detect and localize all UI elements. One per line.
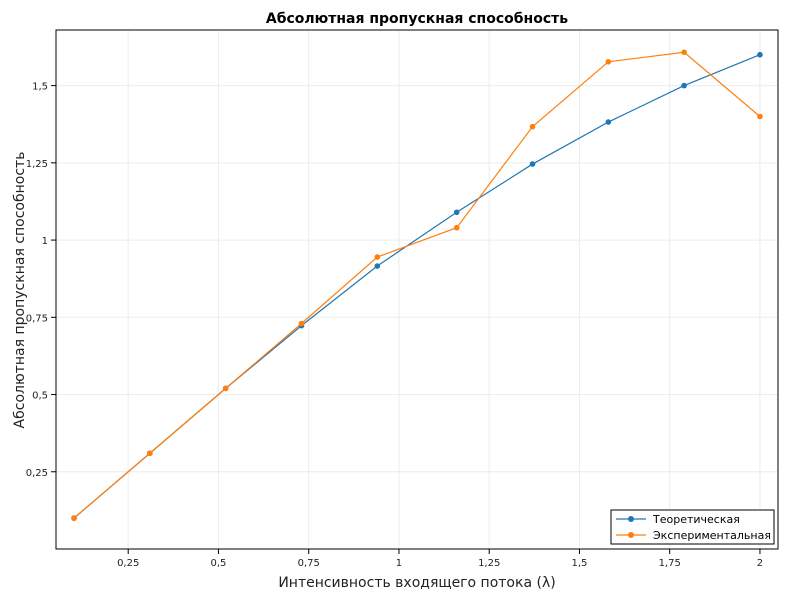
data-point-experimental	[681, 49, 687, 56]
data-point-theoretical	[374, 263, 381, 269]
tick-labels: 0,25 0,5 0,75 1 1,25 1,5 1,75 2 0,25 0,5 0,75 1 1,25…	[26, 82, 763, 569]
y-tick-label: 1	[42, 236, 48, 247]
y-tick-label: 0,75	[26, 313, 48, 324]
plot-background	[56, 30, 778, 549]
x-tick-label: 0,5	[210, 558, 226, 569]
x-tick-label: 1,25	[478, 558, 500, 569]
axes	[51, 29, 779, 554]
x-tick-label: 1,5	[571, 558, 587, 569]
data-point-experimental	[298, 320, 305, 327]
x-axis-label: Интенсивность входящего потока (λ)	[278, 575, 555, 591]
data-point-experimental	[147, 450, 153, 457]
series-layer	[71, 49, 763, 521]
x-tick-label: 0,25	[117, 558, 139, 569]
data-point-theoretical	[605, 119, 612, 125]
legend: Теоретическая Экспериментальная	[610, 509, 775, 545]
x-tick-label: 2	[757, 558, 763, 569]
grid	[56, 30, 778, 549]
data-point-experimental	[222, 385, 229, 392]
y-tick-label: 1,5	[32, 82, 48, 93]
series-line-experimental	[73, 51, 761, 519]
plot-area: 0,25 0,5 0,75 1 1,25 1,5 1,75 2 0,25 0,5 0,75 1 1,25…	[26, 29, 779, 569]
legend-label-experimental: Экспериментальная	[653, 529, 771, 542]
legend-swatch-experimental-marker	[628, 532, 634, 538]
data-point-theoretical	[529, 161, 536, 167]
data-point-experimental	[529, 123, 536, 130]
data-point-experimental	[757, 113, 763, 120]
series-experimental	[71, 49, 763, 521]
legend-swatch-theoretical-marker	[628, 516, 634, 522]
data-point-theoretical	[453, 209, 460, 216]
data-point-experimental	[374, 254, 381, 260]
y-tick-label: 1,25	[26, 159, 48, 170]
y-axis-label: Абсолютная пропускная способность	[12, 152, 28, 429]
legend-box	[610, 509, 775, 545]
data-point-theoretical	[681, 82, 687, 89]
data-point-experimental	[71, 515, 77, 521]
data-point-theoretical	[757, 51, 763, 58]
chart-title: Абсолютная пропускная способность	[266, 11, 568, 27]
x-tick-label: 1	[396, 558, 402, 569]
x-tick-label: 1,75	[659, 558, 681, 569]
y-tick-label: 0,25	[26, 468, 48, 479]
data-point-experimental	[605, 59, 612, 65]
x-tick-label: 0,75	[298, 558, 320, 569]
plot-frame	[55, 29, 779, 550]
y-tick-label: 0,5	[32, 391, 48, 402]
legend-label-theoretical: Теоретическая	[652, 513, 740, 526]
data-point-experimental	[453, 224, 460, 231]
